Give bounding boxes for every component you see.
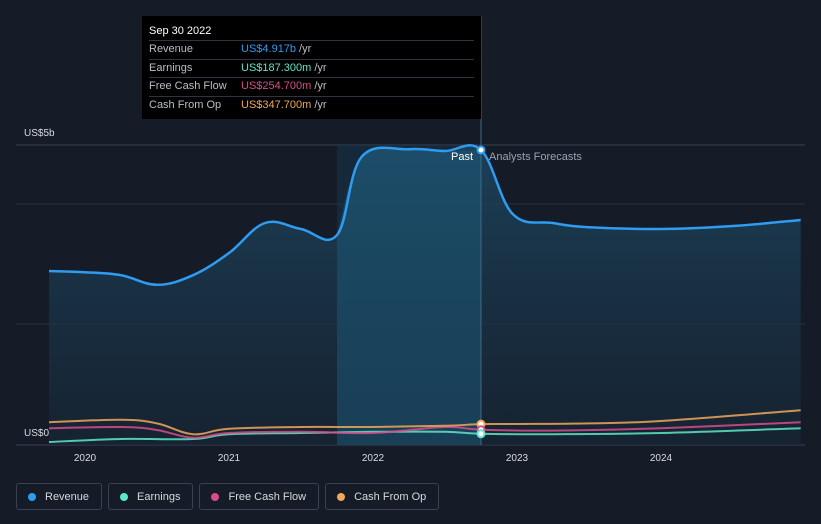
tooltip-label: Cash From Op: [149, 98, 222, 111]
tooltip-unit: /yr: [314, 80, 327, 92]
tooltip-value: US$4.917b: [241, 43, 297, 55]
tooltip-row-free-cash-flow: Free Cash Flow US$254.700m /yr: [149, 77, 474, 96]
y-axis-min-label: US$0: [24, 428, 49, 439]
legend-item-revenue[interactable]: Revenue: [16, 483, 103, 510]
past-label: Past: [451, 151, 473, 163]
tooltip-unit: /yr: [314, 61, 327, 74]
tooltip-unit: /yr: [314, 98, 327, 111]
legend-dot-icon: [211, 492, 220, 501]
legend-label: Free Cash Flow: [228, 490, 307, 503]
tooltip-row-earnings: Earnings US$187.300m /yr: [149, 58, 474, 78]
tooltip-value: US$187.300m: [241, 61, 312, 74]
series-line-free-cash-flow: [48, 421, 801, 439]
legend-dot-icon: [28, 492, 36, 501]
tooltip: Sep 30 2022 Revenue US$4.917b /yr Earnin…: [142, 16, 481, 119]
tooltip-marker: [476, 429, 486, 439]
x-tick-label: 2021: [218, 453, 241, 464]
legend-dot-icon: [337, 492, 346, 501]
forecast-label: Analysts Forecasts: [489, 151, 582, 163]
legend-item-free-cash-flow[interactable]: Free Cash Flow: [199, 483, 320, 510]
x-tick-label: 2022: [362, 453, 385, 464]
tooltip-row-revenue: Revenue US$4.917b /yr: [149, 40, 474, 59]
x-tick-label: 2023: [506, 453, 529, 464]
revenue-area: [49, 145, 801, 446]
tooltip-date: Sep 30 2022: [149, 25, 212, 37]
y-axis-max-label: US$5b: [24, 128, 55, 139]
tooltip-row-cash-from-op: Cash From Op US$347.700m /yr: [149, 95, 474, 115]
tooltip-value: US$254.700m: [241, 80, 312, 92]
tooltip-marker: [476, 145, 486, 155]
legend-dot-icon: [120, 492, 129, 501]
tooltip-label: Revenue: [149, 43, 194, 55]
tooltip-label: Earnings: [149, 61, 193, 74]
legend-label: Cash From Op: [354, 490, 427, 503]
legend-item-cash-from-op[interactable]: Cash From Op: [325, 483, 440, 510]
legend-item-earnings[interactable]: Earnings: [108, 483, 194, 510]
tooltip-value: US$347.700m: [241, 98, 312, 111]
series-line-cash-from-op: [48, 409, 801, 436]
series-line-revenue: [48, 144, 801, 287]
tooltip-label: Free Cash Flow: [149, 80, 227, 92]
legend-label: Revenue: [45, 490, 90, 503]
x-tick-label: 2020: [74, 453, 97, 464]
past-area-highlight: [337, 147, 481, 445]
x-tick-label: 2024: [650, 453, 673, 464]
legend: Revenue Earnings Free Cash Flow Cash Fro…: [16, 483, 440, 510]
tooltip-unit: /yr: [299, 43, 312, 55]
legend-label: Earnings: [137, 490, 181, 503]
